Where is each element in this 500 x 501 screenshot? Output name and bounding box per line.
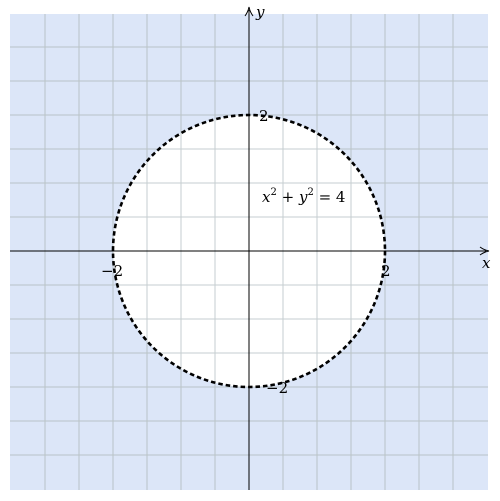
eq-x-exp: 2 — [270, 187, 276, 198]
y-axis-label: y — [255, 3, 265, 21]
tick-label-x-neg2: −2 — [101, 262, 123, 280]
eq-y: y — [298, 188, 308, 206]
y-axis-arrow — [244, 6, 254, 17]
circle-boundary — [111, 113, 387, 389]
eq-x: x — [262, 188, 271, 206]
eq-rhs: = 4 — [314, 188, 346, 206]
equation-label: x2 + y2 = 4 — [262, 187, 345, 206]
eq-y-exp: 2 — [307, 187, 313, 198]
x-axis-arrow — [479, 246, 490, 256]
x-axis-label: x — [482, 254, 491, 272]
tick-label-y-2: 2 — [259, 107, 269, 125]
axes — [10, 10, 486, 490]
eq-plus: + — [277, 188, 299, 206]
tick-label-y-neg2: −2 — [266, 379, 288, 397]
tick-label-x-2: 2 — [381, 262, 391, 280]
